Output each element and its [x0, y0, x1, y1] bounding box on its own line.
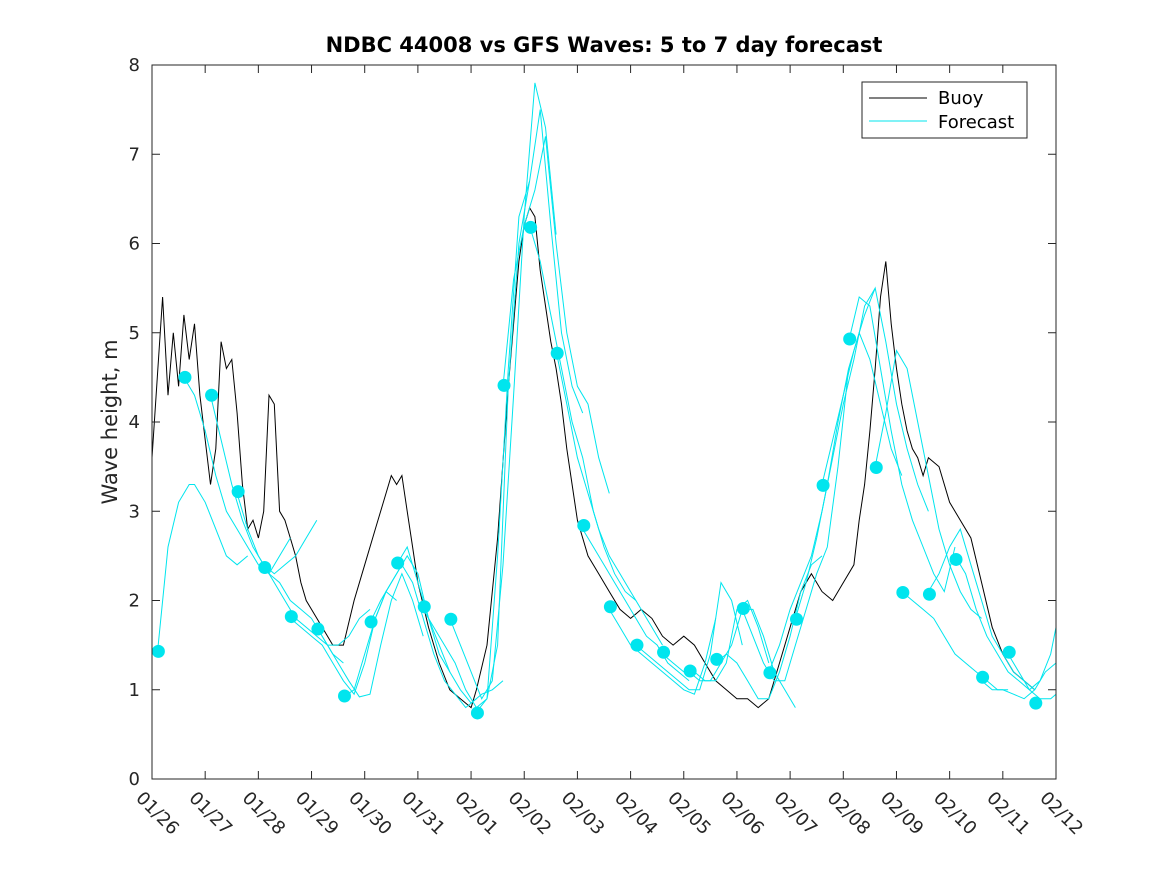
- forecast-marker: [949, 552, 963, 566]
- forecast-line: [821, 286, 929, 512]
- forecast-marker: [497, 378, 511, 392]
- forecast-marker: [816, 478, 830, 492]
- forecast-marker: [896, 585, 910, 599]
- y-tick-label: 5: [129, 323, 140, 344]
- forecast-line: [741, 368, 850, 682]
- forecast-line: [263, 564, 371, 646]
- forecast-line: [369, 563, 477, 709]
- forecast-line: [608, 609, 717, 695]
- forecast-line: [316, 572, 424, 698]
- forecast-marker: [789, 612, 803, 626]
- forecast-marker: [391, 556, 405, 570]
- forecast-line: [635, 581, 743, 691]
- forecast-line: [715, 555, 823, 700]
- forecast-marker: [657, 645, 671, 659]
- forecast-line: [848, 296, 956, 593]
- forecast-line: [476, 109, 584, 713]
- chart-title: NDBC 44008 vs GFS Waves: 5 to 7 day fore…: [326, 33, 883, 57]
- forecast-marker: [1002, 645, 1016, 659]
- forecast-marker: [258, 560, 272, 574]
- forecast-marker: [231, 485, 245, 499]
- forecast-line: [555, 350, 663, 646]
- forecast-line: [954, 555, 1057, 691]
- forecast-marker: [869, 461, 883, 475]
- forecast-marker: [603, 600, 617, 614]
- forecast-marker: [577, 519, 591, 533]
- forecast-line: [183, 377, 291, 575]
- forecast-marker: [683, 664, 697, 678]
- forecast-marker: [284, 610, 298, 624]
- forecast-line: [874, 349, 982, 619]
- forecast-marker: [205, 388, 219, 402]
- forecast-marker: [630, 638, 644, 652]
- forecast-line: [449, 82, 557, 700]
- forecast-marker: [311, 622, 325, 636]
- y-tick-label: 2: [129, 591, 140, 612]
- forecast-marker: [550, 346, 564, 360]
- forecast-line: [794, 331, 903, 619]
- forecast-marker: [524, 220, 538, 234]
- forecast-markers: [151, 220, 1043, 720]
- forecast-line: [582, 528, 690, 682]
- forecast-line: [156, 484, 249, 655]
- legend-forecast-label: Forecast: [938, 112, 1014, 133]
- y-tick-label: 0: [129, 769, 140, 790]
- forecast-series: [156, 82, 1057, 713]
- legend-box: [861, 81, 1028, 139]
- forecast-marker: [444, 612, 458, 626]
- forecast-marker: [976, 670, 990, 684]
- y-tick-label: 6: [129, 234, 140, 255]
- plot-area: [152, 65, 1056, 779]
- y-tick-label: 3: [129, 501, 140, 522]
- forecast-marker: [922, 587, 936, 601]
- legend: Buoy Forecast: [861, 81, 1028, 139]
- buoy-line: [151, 206, 1036, 709]
- forecast-marker: [417, 600, 431, 614]
- y-tick-label: 7: [129, 144, 140, 165]
- forecast-marker: [763, 666, 777, 680]
- forecast-marker: [470, 706, 484, 720]
- legend-buoy-label: Buoy: [938, 88, 984, 109]
- y-axis: 0 1 2 3 4 5 6 7 8: [129, 55, 1056, 790]
- forecast-line: [927, 527, 1036, 691]
- forecast-line: [529, 225, 637, 601]
- forecast-marker: [736, 602, 750, 616]
- forecast-marker: [337, 689, 351, 703]
- forecast-marker: [178, 370, 192, 384]
- y-tick-label: 8: [129, 55, 140, 76]
- forecast-line: [1007, 653, 1057, 700]
- forecast-marker: [1029, 696, 1043, 710]
- y-tick-label: 4: [129, 412, 140, 433]
- forecast-marker: [710, 652, 724, 666]
- buoy-series: [151, 206, 1036, 709]
- forecast-line: [901, 591, 1009, 691]
- forecast-line: [981, 662, 1057, 700]
- forecast-marker: [151, 644, 165, 658]
- y-tick-label: 1: [129, 680, 140, 701]
- forecast-marker: [843, 332, 857, 346]
- forecast-marker: [364, 615, 378, 629]
- y-axis-label: Wave height, m: [98, 339, 122, 504]
- forecast-line: [502, 136, 610, 494]
